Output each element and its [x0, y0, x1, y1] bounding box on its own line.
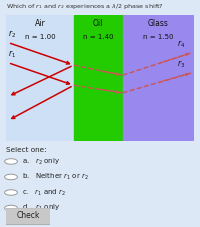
Text: a.   $r_2$ only: a. $r_2$ only	[22, 156, 60, 167]
Text: $r_4$: $r_4$	[177, 39, 185, 50]
Text: c.   $r_1$ and $r_2$: c. $r_1$ and $r_2$	[22, 188, 66, 197]
Circle shape	[5, 174, 17, 180]
Text: Oil: Oil	[93, 19, 103, 27]
Text: b.   Neither $r_1$ or $r_2$: b. Neither $r_1$ or $r_2$	[22, 172, 89, 182]
Bar	[74, 15, 123, 141]
Text: n = 1.00: n = 1.00	[25, 34, 55, 40]
Text: $r_1$: $r_1$	[8, 49, 16, 60]
Bar	[123, 15, 194, 141]
Circle shape	[5, 205, 17, 211]
Text: d.   $r_1$ only: d. $r_1$ only	[22, 203, 60, 213]
Circle shape	[5, 190, 17, 195]
Text: $r_3$: $r_3$	[177, 59, 185, 70]
Text: Which of $r_1$ and $r_2$ experiences a $\lambda$/2 phase shift?: Which of $r_1$ and $r_2$ experiences a $…	[6, 2, 164, 11]
Text: $r_2$: $r_2$	[8, 28, 16, 40]
Text: n = 1.50: n = 1.50	[143, 34, 174, 40]
Bar	[6, 15, 74, 141]
Text: Check: Check	[16, 211, 40, 220]
Text: n = 1.40: n = 1.40	[83, 34, 113, 40]
Text: Air: Air	[34, 19, 45, 27]
Text: Glass: Glass	[148, 19, 169, 27]
Text: Select one:: Select one:	[6, 147, 47, 153]
Circle shape	[5, 159, 17, 164]
FancyBboxPatch shape	[5, 208, 51, 225]
